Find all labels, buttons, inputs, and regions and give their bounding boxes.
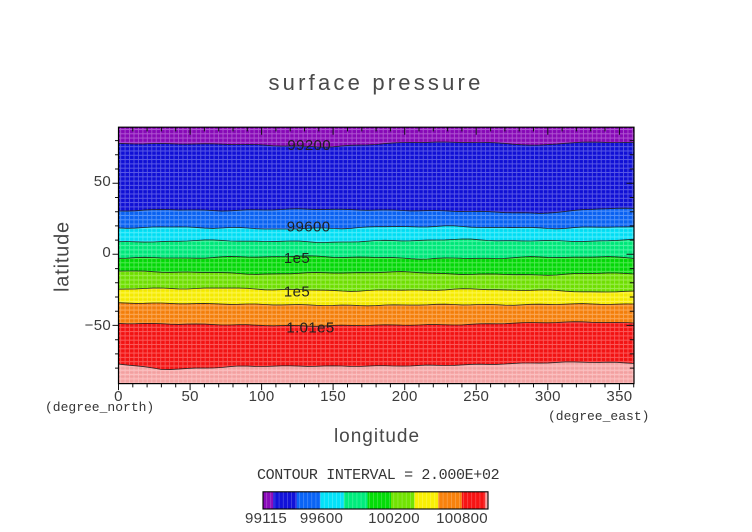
svg-text:1.01e5: 1.01e5 [286,320,334,337]
svg-text:1e5: 1e5 [284,250,310,267]
svg-text:1e5: 1e5 [284,284,310,301]
svg-text:99200: 99200 [287,137,331,154]
svg-text:99600: 99600 [287,219,331,236]
